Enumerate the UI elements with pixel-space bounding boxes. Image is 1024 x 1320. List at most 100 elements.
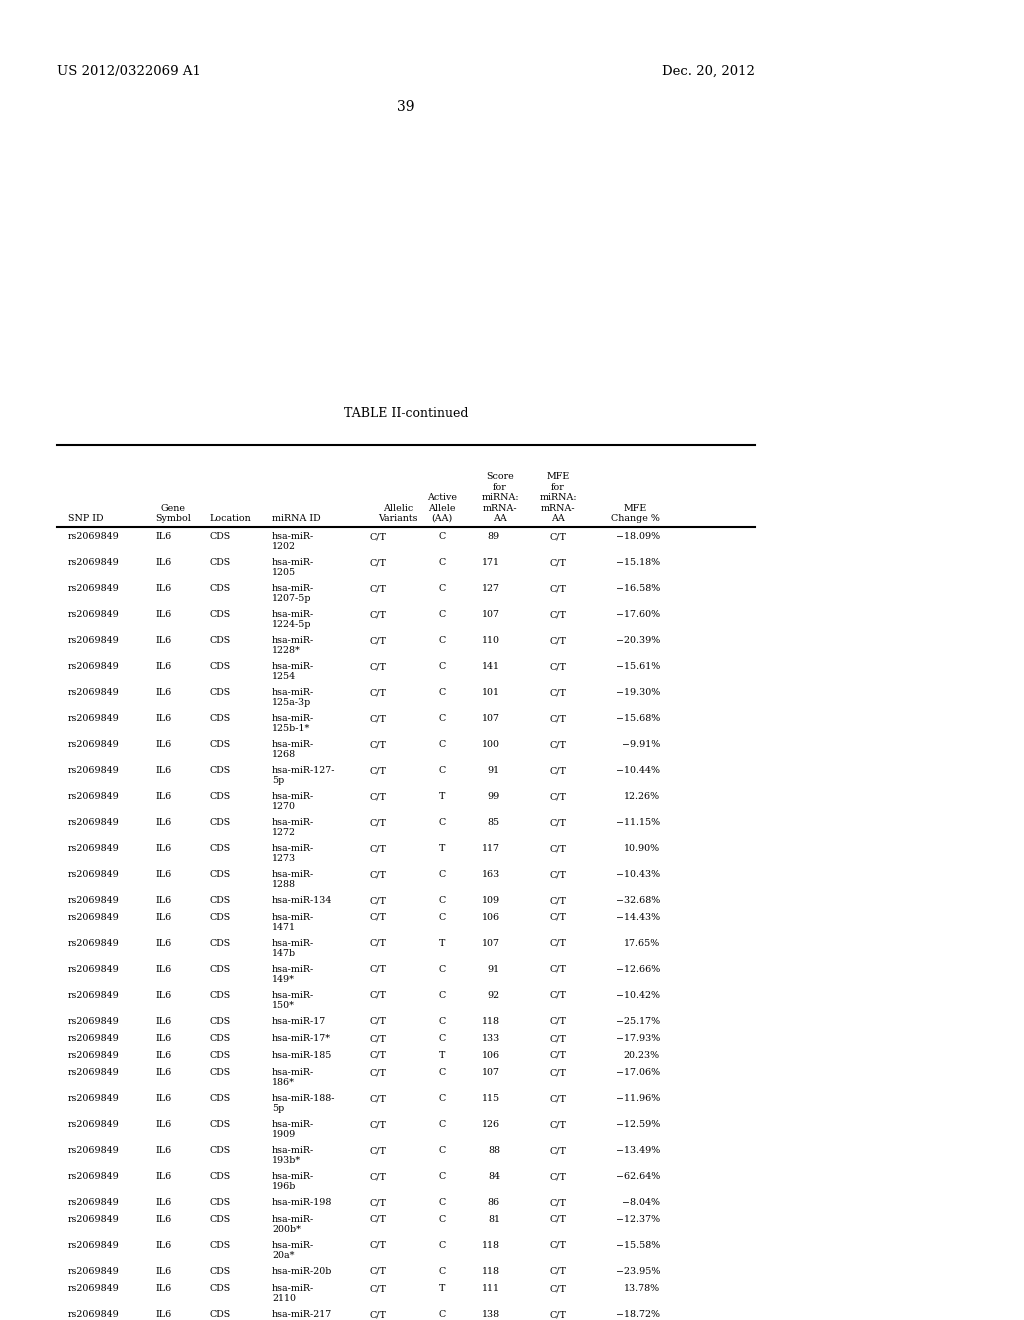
Text: C/T: C/T xyxy=(550,1146,566,1155)
Text: CDS: CDS xyxy=(210,1214,231,1224)
Text: C/T: C/T xyxy=(550,636,566,645)
Text: C/T: C/T xyxy=(370,1172,386,1181)
Text: −9.91%: −9.91% xyxy=(622,741,660,748)
Text: 133: 133 xyxy=(481,1034,500,1043)
Text: C/T: C/T xyxy=(370,792,386,801)
Text: C/T: C/T xyxy=(550,714,566,723)
Text: C/T: C/T xyxy=(370,1094,386,1104)
Text: C/T: C/T xyxy=(370,896,386,906)
Text: hsa-miR-
147b: hsa-miR- 147b xyxy=(272,939,314,958)
Text: CDS: CDS xyxy=(210,766,231,775)
Text: 100: 100 xyxy=(482,741,500,748)
Text: C: C xyxy=(438,1214,445,1224)
Text: C/T: C/T xyxy=(370,1267,386,1276)
Text: C/T: C/T xyxy=(550,1172,566,1181)
Text: C: C xyxy=(438,913,445,921)
Text: C: C xyxy=(438,1172,445,1181)
Text: rs2069849: rs2069849 xyxy=(68,843,120,853)
Text: C/T: C/T xyxy=(370,1284,386,1294)
Text: hsa-miR-
125b-1*: hsa-miR- 125b-1* xyxy=(272,714,314,733)
Text: CDS: CDS xyxy=(210,532,231,541)
Text: −62.64%: −62.64% xyxy=(615,1172,660,1181)
Text: hsa-miR-
1228*: hsa-miR- 1228* xyxy=(272,636,314,655)
Text: CDS: CDS xyxy=(210,1172,231,1181)
Text: rs2069849: rs2069849 xyxy=(68,1309,120,1319)
Text: IL6: IL6 xyxy=(155,532,171,541)
Text: rs2069849: rs2069849 xyxy=(68,1119,120,1129)
Text: hsa-miR-
186*: hsa-miR- 186* xyxy=(272,1068,314,1088)
Text: C/T: C/T xyxy=(370,1199,386,1206)
Text: hsa-miR-
149*: hsa-miR- 149* xyxy=(272,965,314,983)
Text: 127: 127 xyxy=(482,583,500,593)
Text: C/T: C/T xyxy=(370,1068,386,1077)
Text: CDS: CDS xyxy=(210,1284,231,1294)
Text: T: T xyxy=(439,1051,445,1060)
Text: hsa-miR-
20a*: hsa-miR- 20a* xyxy=(272,1241,314,1261)
Text: CDS: CDS xyxy=(210,1241,231,1250)
Text: C/T: C/T xyxy=(370,688,386,697)
Text: −32.68%: −32.68% xyxy=(615,896,660,906)
Text: hsa-miR-
2110: hsa-miR- 2110 xyxy=(272,1284,314,1303)
Text: rs2069849: rs2069849 xyxy=(68,1094,120,1104)
Text: C/T: C/T xyxy=(550,583,566,593)
Text: rs2069849: rs2069849 xyxy=(68,741,120,748)
Text: C: C xyxy=(438,1241,445,1250)
Text: 106: 106 xyxy=(482,913,500,921)
Text: C/T: C/T xyxy=(550,896,566,906)
Text: 107: 107 xyxy=(482,610,500,619)
Text: C/T: C/T xyxy=(370,1034,386,1043)
Text: hsa-miR-
150*: hsa-miR- 150* xyxy=(272,991,314,1010)
Text: rs2069849: rs2069849 xyxy=(68,714,120,723)
Text: CDS: CDS xyxy=(210,818,231,828)
Text: 91: 91 xyxy=(487,766,500,775)
Text: −10.44%: −10.44% xyxy=(616,766,660,775)
Text: C/T: C/T xyxy=(370,610,386,619)
Text: hsa-miR-
1207-5p: hsa-miR- 1207-5p xyxy=(272,583,314,603)
Text: CDS: CDS xyxy=(210,663,231,671)
Text: rs2069849: rs2069849 xyxy=(68,688,120,697)
Text: −12.37%: −12.37% xyxy=(615,1214,660,1224)
Text: IL6: IL6 xyxy=(155,896,171,906)
Text: rs2069849: rs2069849 xyxy=(68,1214,120,1224)
Text: 81: 81 xyxy=(488,1214,500,1224)
Text: hsa-miR-
1205: hsa-miR- 1205 xyxy=(272,558,314,577)
Text: IL6: IL6 xyxy=(155,1146,171,1155)
Text: C/T: C/T xyxy=(550,1284,566,1294)
Text: −20.39%: −20.39% xyxy=(615,636,660,645)
Text: CDS: CDS xyxy=(210,558,231,568)
Text: hsa-miR-
1270: hsa-miR- 1270 xyxy=(272,792,314,810)
Text: C/T: C/T xyxy=(550,688,566,697)
Text: C/T: C/T xyxy=(370,843,386,853)
Text: rs2069849: rs2069849 xyxy=(68,991,120,1001)
Text: IL6: IL6 xyxy=(155,688,171,697)
Text: 101: 101 xyxy=(482,688,500,697)
Text: CDS: CDS xyxy=(210,870,231,879)
Text: −15.18%: −15.18% xyxy=(615,558,660,568)
Text: C: C xyxy=(438,558,445,568)
Text: 107: 107 xyxy=(482,1068,500,1077)
Text: IL6: IL6 xyxy=(155,714,171,723)
Text: C/T: C/T xyxy=(550,741,566,748)
Text: −15.58%: −15.58% xyxy=(615,1241,660,1250)
Text: rs2069849: rs2069849 xyxy=(68,896,120,906)
Text: rs2069849: rs2069849 xyxy=(68,1016,120,1026)
Text: MFE
Change %: MFE Change % xyxy=(611,504,660,523)
Text: −14.43%: −14.43% xyxy=(615,913,660,921)
Text: CDS: CDS xyxy=(210,913,231,921)
Text: hsa-miR-134: hsa-miR-134 xyxy=(272,896,333,906)
Text: hsa-miR-
1909: hsa-miR- 1909 xyxy=(272,1119,314,1139)
Text: IL6: IL6 xyxy=(155,636,171,645)
Text: rs2069849: rs2069849 xyxy=(68,1267,120,1276)
Text: −25.17%: −25.17% xyxy=(615,1016,660,1026)
Text: rs2069849: rs2069849 xyxy=(68,1284,120,1294)
Text: C/T: C/T xyxy=(370,766,386,775)
Text: T: T xyxy=(439,1284,445,1294)
Text: C: C xyxy=(438,1016,445,1026)
Text: C/T: C/T xyxy=(370,1016,386,1026)
Text: −23.95%: −23.95% xyxy=(615,1267,660,1276)
Text: C/T: C/T xyxy=(370,636,386,645)
Text: SNP ID: SNP ID xyxy=(68,513,103,523)
Text: C/T: C/T xyxy=(550,1016,566,1026)
Text: C/T: C/T xyxy=(550,965,566,974)
Text: C/T: C/T xyxy=(370,1146,386,1155)
